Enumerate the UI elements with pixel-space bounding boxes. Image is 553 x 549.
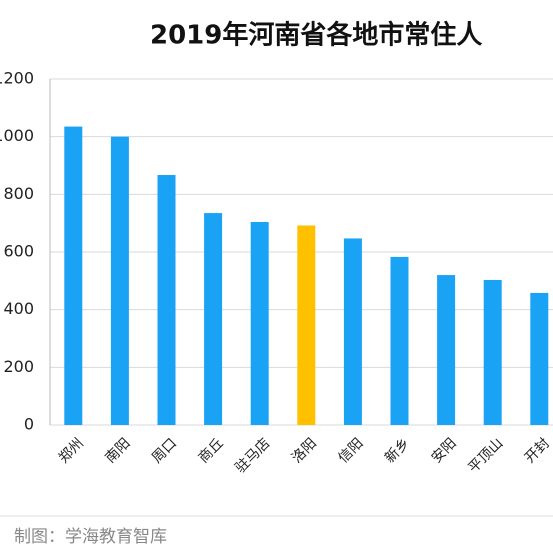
x-tick-label: 周口 xyxy=(149,435,180,466)
bar xyxy=(157,175,176,425)
x-tick-label: 开封 xyxy=(522,435,553,466)
bar xyxy=(437,275,456,425)
y-tick-label: 600 xyxy=(3,242,34,261)
bar xyxy=(530,292,549,425)
bar xyxy=(297,225,316,425)
x-tick-label: 新乡 xyxy=(382,435,413,466)
x-tick-label: 驻马店 xyxy=(232,435,273,476)
y-tick-label: 1000 xyxy=(0,126,34,145)
y-tick-label: 200 xyxy=(3,357,34,376)
y-tick-label: 0 xyxy=(24,415,34,434)
bar xyxy=(64,126,83,425)
y-tick-label: 400 xyxy=(3,299,34,318)
x-tick-label: 商丘 xyxy=(196,435,227,466)
x-tick-label: 安阳 xyxy=(429,435,460,466)
source: 制图：学海教育智库 xyxy=(14,527,167,547)
x-tick-label: 洛阳 xyxy=(289,435,320,466)
x-tick-label: 南阳 xyxy=(102,435,133,466)
bar xyxy=(204,213,223,425)
y-tick-label: 1200 xyxy=(0,69,34,88)
bar xyxy=(390,256,409,425)
bar xyxy=(483,279,502,425)
chart-title: 2019年河南省各地市常住人 xyxy=(150,20,482,51)
bar xyxy=(110,136,129,425)
x-tick-label: 信阳 xyxy=(335,435,366,466)
x-tick-label: 平顶山 xyxy=(465,435,506,476)
bar xyxy=(250,222,269,425)
y-tick-label: 800 xyxy=(3,184,34,203)
x-tick-label: 郑州 xyxy=(56,435,87,466)
bar xyxy=(343,238,362,425)
